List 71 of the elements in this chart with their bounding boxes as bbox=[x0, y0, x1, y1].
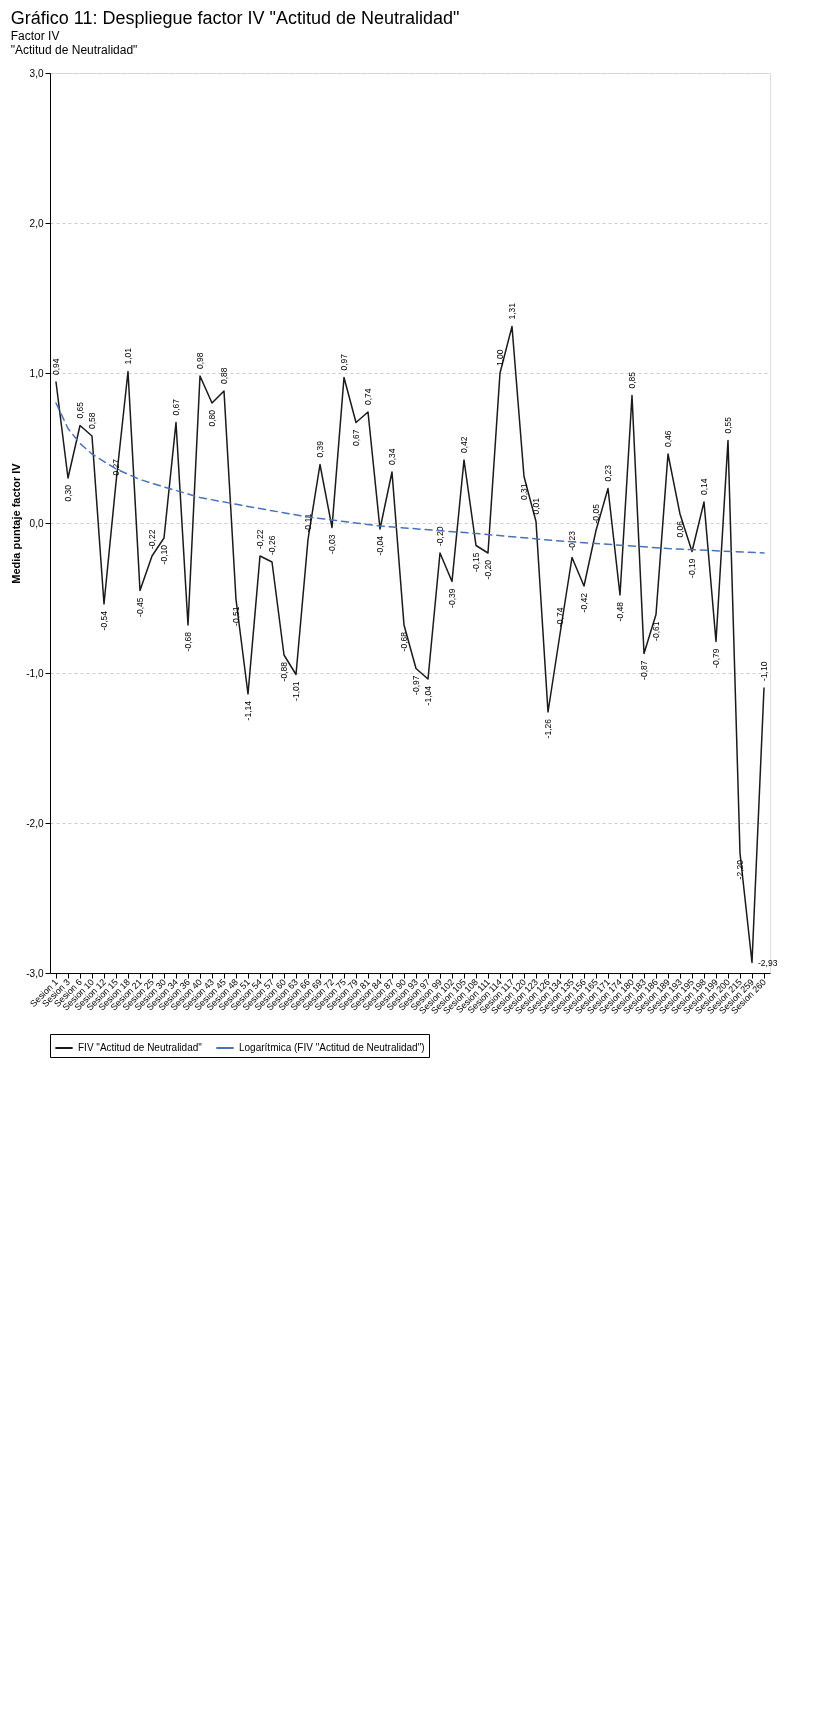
data-label: -0,87 bbox=[639, 660, 649, 680]
data-label: -0,23 bbox=[567, 530, 577, 551]
data-label: 0,06 bbox=[675, 520, 685, 538]
data-label: -0,10 bbox=[159, 544, 169, 565]
data-label: -2,93 bbox=[758, 957, 778, 968]
data-label: -1,26 bbox=[543, 718, 553, 739]
data-label: 0,55 bbox=[723, 416, 733, 434]
y-tick-label: 1,0 bbox=[29, 367, 44, 379]
data-label: -0,22 bbox=[147, 529, 157, 549]
data-label: -0,79 bbox=[711, 648, 721, 668]
data-label: 0,80 bbox=[207, 409, 217, 427]
data-label: -0,39 bbox=[447, 588, 457, 608]
data-label: 0,30 bbox=[63, 484, 73, 502]
data-label: 0,01 bbox=[531, 497, 541, 515]
data-label: -0,15 bbox=[471, 552, 481, 572]
data-label: -0,26 bbox=[267, 535, 277, 555]
data-label: -1,14 bbox=[243, 700, 253, 721]
data-label: 1,00 bbox=[495, 349, 505, 366]
data-label: -0,97 bbox=[411, 675, 421, 695]
y-tick-label: 3,0 bbox=[29, 67, 44, 79]
y-tick-label: -1,0 bbox=[26, 667, 44, 679]
data-label: -0,05 bbox=[591, 503, 601, 524]
data-label: 1,31 bbox=[507, 302, 517, 320]
chart-title: Gráfico 11: Despliegue factor IV "Actitud de Neutralidad" bbox=[10, 8, 460, 28]
data-label: 0,46 bbox=[663, 430, 673, 447]
data-label: -0,68 bbox=[399, 631, 409, 652]
data-label: 0,65 bbox=[75, 401, 85, 419]
data-label: -0,03 bbox=[327, 534, 337, 554]
data-label: -0,11 bbox=[303, 513, 313, 533]
data-label: 0,14 bbox=[699, 478, 709, 495]
data-label: 0,34 bbox=[387, 448, 397, 465]
y-axis-title: Media puntaje factor IV bbox=[10, 462, 23, 584]
data-label: -1,10 bbox=[759, 661, 769, 681]
data-label: 0,67 bbox=[171, 398, 181, 416]
data-label: -0,74 bbox=[555, 607, 565, 627]
y-tick-label: 2,0 bbox=[29, 217, 44, 229]
data-label: 0,67 bbox=[351, 429, 361, 447]
chart-subtitle: Factor IV "Actitud de Neutralidad" bbox=[10, 29, 138, 57]
legend-label: FIV "Actitud de Neutralidad" bbox=[78, 1042, 203, 1053]
data-label: 0,94 bbox=[51, 358, 61, 375]
data-label: -0,68 bbox=[183, 631, 193, 652]
y-tick-label: -2,0 bbox=[26, 817, 44, 829]
data-label: -0,42 bbox=[579, 592, 589, 613]
data-label: -0,22 bbox=[255, 529, 265, 549]
data-label: 0,42 bbox=[459, 436, 469, 453]
data-label: -0,04 bbox=[375, 535, 385, 556]
data-label: -0,19 bbox=[687, 558, 697, 578]
data-label: -1,04 bbox=[423, 685, 433, 706]
legend-label: Logarítmica (FIV "Actitud de Neutralidad") bbox=[239, 1042, 425, 1053]
data-label: 0,85 bbox=[627, 371, 637, 389]
data-label: 0,97 bbox=[339, 353, 349, 371]
data-label: -0,45 bbox=[135, 597, 145, 617]
data-label: 0,39 bbox=[315, 440, 325, 458]
y-tick-label: 0,0 bbox=[29, 517, 44, 529]
data-label: 0,58 bbox=[87, 412, 97, 429]
data-label: 0,74 bbox=[363, 388, 373, 405]
data-label: -1,01 bbox=[291, 681, 301, 701]
data-label: 0,23 bbox=[603, 464, 613, 482]
y-tick-label: -3,0 bbox=[26, 967, 44, 979]
data-label: 0,88 bbox=[219, 367, 229, 384]
data-label: 0,31 bbox=[519, 483, 529, 501]
data-label: -2,20 bbox=[735, 859, 745, 880]
data-label: -0,88 bbox=[279, 661, 289, 682]
data-label: 1,01 bbox=[123, 347, 133, 365]
data-label: -0,61 bbox=[651, 621, 661, 641]
data-label: -0,20 bbox=[483, 559, 493, 580]
data-label: 0,27 bbox=[111, 458, 121, 476]
data-label: 0,98 bbox=[195, 352, 205, 369]
data-label: -0,54 bbox=[99, 610, 109, 631]
data-label: -0,51 bbox=[231, 606, 241, 626]
data-label: -0,48 bbox=[615, 601, 625, 622]
